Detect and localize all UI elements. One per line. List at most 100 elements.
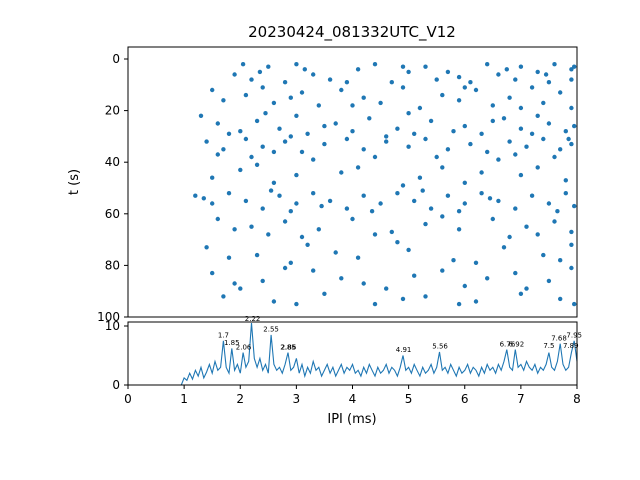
scatter-point <box>552 154 557 160</box>
scatter-point <box>440 214 445 219</box>
scatter-point <box>507 95 512 100</box>
scatter-point <box>355 165 361 170</box>
scatter-point <box>243 92 249 98</box>
scatter-point <box>232 72 237 77</box>
scatter-point <box>204 139 209 144</box>
scatter-point <box>566 136 571 142</box>
scatter-point <box>535 113 540 119</box>
scatter-point <box>541 100 546 106</box>
x-tick-label: 2 <box>236 392 244 406</box>
scatter-point <box>210 201 215 206</box>
scatter-point <box>294 172 299 178</box>
scatter-point <box>501 245 507 250</box>
scatter-point <box>378 100 383 106</box>
scatter-point <box>529 85 535 90</box>
scatter-point <box>563 178 568 183</box>
scatter-point <box>268 188 274 193</box>
scatter-point <box>524 224 529 229</box>
scatter-point <box>456 227 462 232</box>
scatter-point <box>254 252 260 258</box>
scatter-point <box>479 131 484 136</box>
y-axis-label: t (s) <box>67 169 82 195</box>
scatter-point <box>361 281 366 286</box>
scatter-point <box>350 103 355 108</box>
x-tick-label: 5 <box>405 392 413 406</box>
scatter-point <box>361 95 366 100</box>
scatter-point <box>451 258 456 263</box>
peak-label: 1.85 <box>224 339 240 347</box>
peak-label: 7.95 <box>566 332 582 340</box>
scatter-point <box>254 118 260 124</box>
scatter-point <box>569 77 574 82</box>
x-tick-label: 8 <box>573 392 581 406</box>
scatter-point <box>440 165 445 170</box>
scatter-point <box>257 69 263 75</box>
scatter-point <box>541 136 546 142</box>
scatter-point <box>456 98 462 103</box>
peak-label: 7.68 <box>551 334 567 342</box>
scatter-point <box>420 188 425 193</box>
scatter-point <box>369 209 375 214</box>
scatter-point <box>271 180 277 185</box>
peak-label: 6.76 <box>500 340 516 348</box>
scatter-point <box>518 105 524 111</box>
scatter-point <box>462 201 467 206</box>
scatter-point <box>518 291 524 296</box>
scatter-point <box>569 229 574 235</box>
scatter-point <box>445 147 451 152</box>
scatter-point <box>333 121 338 126</box>
scatter-point <box>496 72 501 77</box>
scatter-point <box>221 147 226 152</box>
scatter-point <box>529 193 535 198</box>
scatter-point <box>563 191 568 196</box>
peak-label: 4.91 <box>396 346 412 354</box>
scatter-point <box>372 301 378 307</box>
scatter-plot <box>193 61 577 307</box>
scatter-point <box>485 276 490 281</box>
scatter-point <box>350 129 355 134</box>
scatter-point <box>555 209 560 214</box>
scatter-point <box>395 240 400 245</box>
scatter-point <box>243 198 249 204</box>
scatter-point <box>263 111 268 116</box>
scatter-point <box>513 206 518 211</box>
scatter-point <box>513 152 518 157</box>
scatter-point <box>294 61 299 67</box>
scatter-point <box>423 294 428 299</box>
scatter-point <box>339 170 344 175</box>
scatter-point <box>277 193 282 198</box>
scatter-point <box>355 67 361 72</box>
scatter-point <box>423 136 428 142</box>
scatter-point <box>546 121 552 126</box>
scatter-point <box>558 90 563 95</box>
scatter-point <box>201 196 206 201</box>
scatter-point <box>260 278 265 284</box>
scatter-point <box>215 216 220 222</box>
scatter-point <box>232 227 237 232</box>
scatter-point <box>428 206 434 211</box>
scatter-point <box>473 299 479 304</box>
scatter-point <box>395 191 400 196</box>
scatter-point <box>546 80 552 85</box>
scatter-point <box>400 183 406 188</box>
scatter-point <box>238 286 243 291</box>
peak-label: 7.5 <box>543 342 554 350</box>
scatter-point <box>468 141 473 147</box>
scatter-point <box>260 206 265 211</box>
scatter-point <box>440 92 445 98</box>
scatter-point <box>288 95 293 100</box>
scatter-point <box>546 201 552 206</box>
peak-label: 2.85 <box>280 343 296 351</box>
scatter-point <box>372 154 378 160</box>
line-plot <box>128 323 578 386</box>
scatter-point <box>572 203 577 209</box>
scatter-point <box>294 113 299 119</box>
scatter-point <box>473 87 479 93</box>
scatter-point <box>558 296 563 302</box>
scatter-point <box>541 252 546 258</box>
scatter-point <box>552 61 557 67</box>
scatter-point <box>462 283 467 289</box>
peak-label: 2.55 <box>263 326 279 334</box>
scatter-point <box>535 69 540 75</box>
scatter-point <box>221 294 226 299</box>
